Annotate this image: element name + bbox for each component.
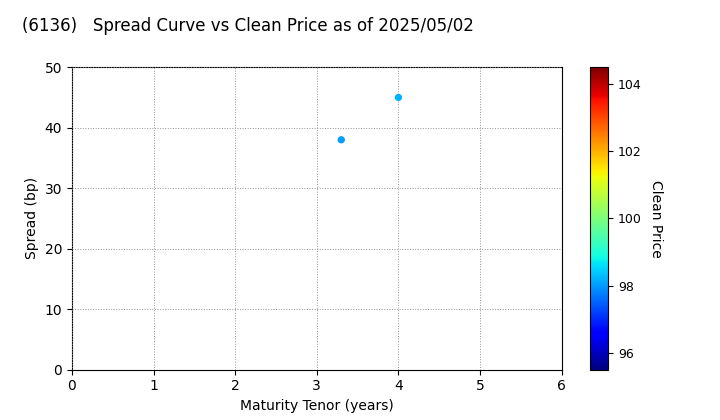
Text: (6136)   Spread Curve vs Clean Price as of 2025/05/02: (6136) Spread Curve vs Clean Price as of… xyxy=(22,17,474,35)
Point xyxy=(392,94,404,101)
Y-axis label: Spread (bp): Spread (bp) xyxy=(25,177,39,260)
Y-axis label: Clean Price: Clean Price xyxy=(649,179,663,257)
Point xyxy=(336,136,347,143)
X-axis label: Maturity Tenor (years): Maturity Tenor (years) xyxy=(240,399,394,413)
